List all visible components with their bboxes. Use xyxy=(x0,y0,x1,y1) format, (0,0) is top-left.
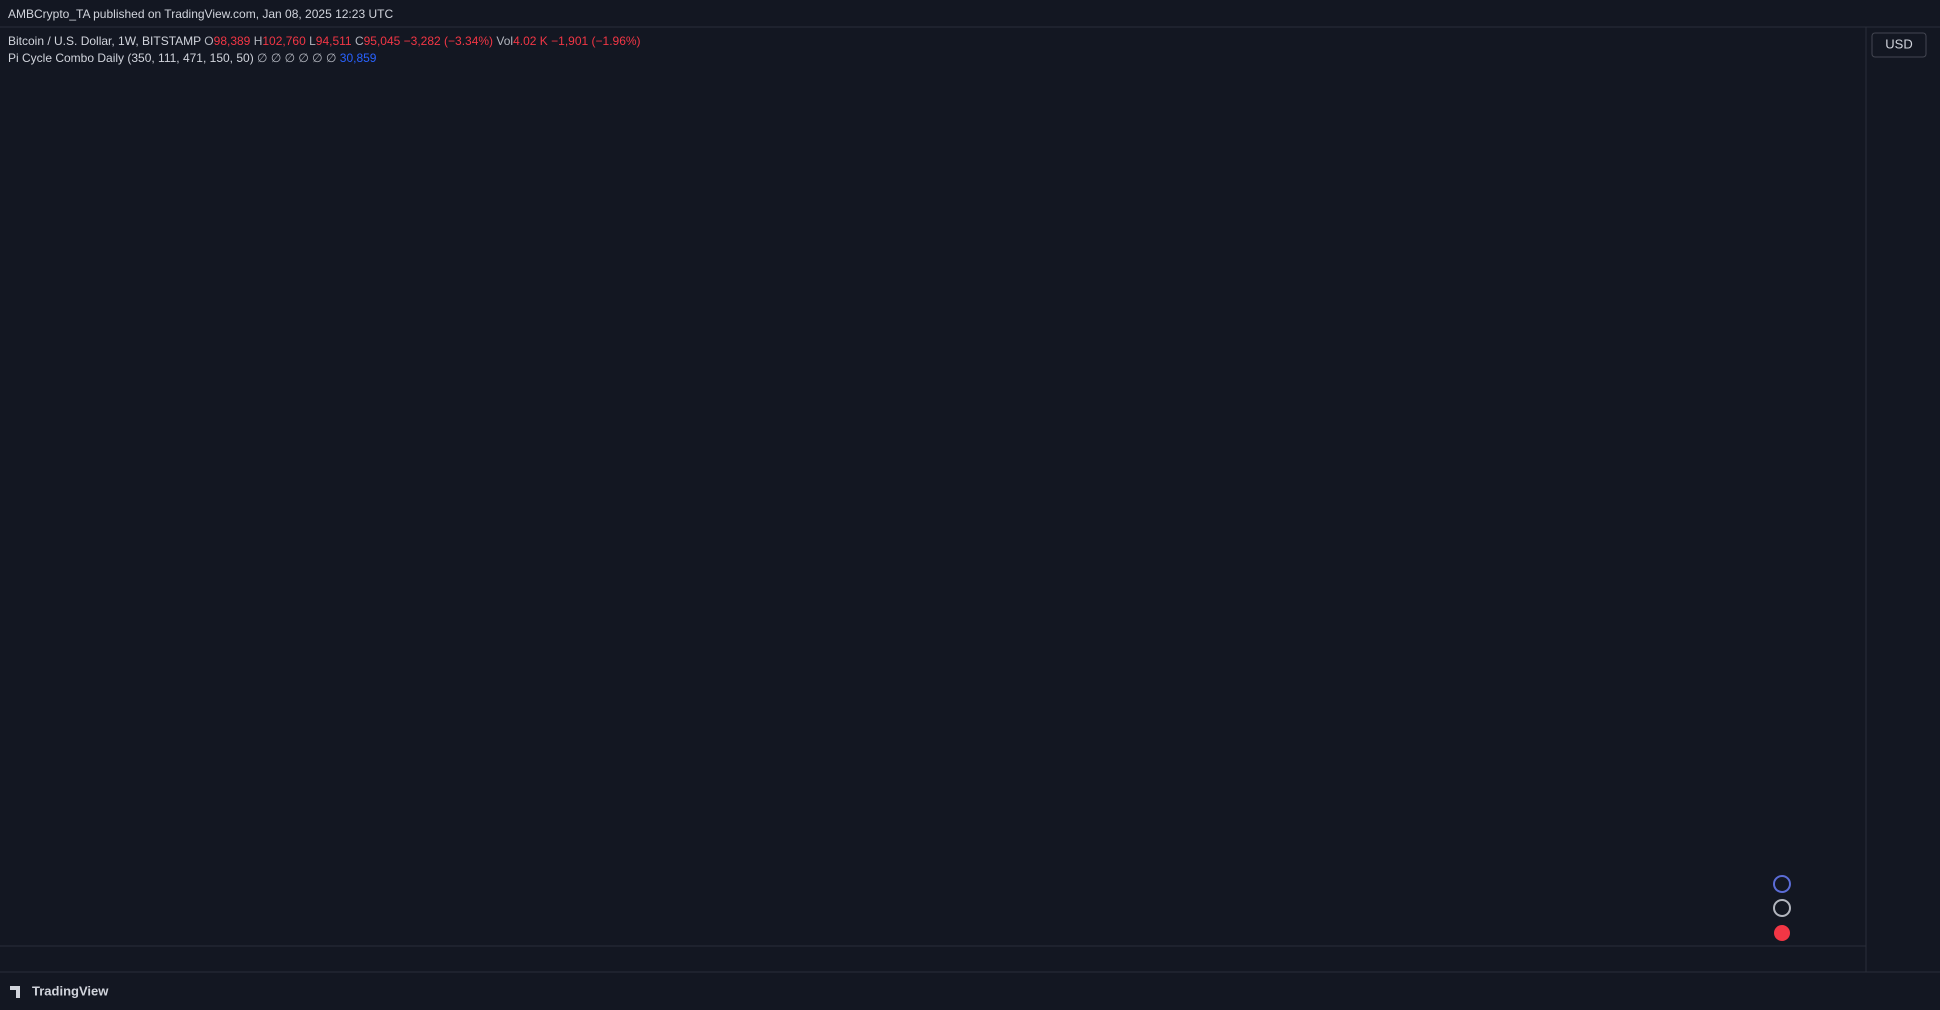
brand: TradingView xyxy=(32,983,109,998)
ohlc-key: H xyxy=(253,34,263,48)
ohlc-value: 94,511 xyxy=(315,34,352,48)
published: AMBCrypto_TA published on TradingView.co… xyxy=(8,7,394,21)
icon[interactable] xyxy=(1773,899,1791,917)
icon[interactable] xyxy=(1774,925,1790,941)
vol-label: Vol xyxy=(496,34,514,48)
indicator-values: ∅ ∅ ∅ ∅ ∅ ∅ xyxy=(257,51,337,65)
indicator: Pi Cycle Combo Daily (350, 111, 471, 150… xyxy=(8,51,254,65)
currency-box[interactable] xyxy=(1871,32,1927,58)
ohlc-value: 102,760 xyxy=(262,34,306,48)
legend-line: Bitcoin / U.S. Dollar, 1W, BITSTAMP O98,… xyxy=(8,34,641,48)
logo xyxy=(10,986,20,998)
indicator-line: Pi Cycle Combo Daily (350, 111, 471, 150… xyxy=(8,51,376,65)
symbol: Bitcoin / U.S. Dollar, 1W, BITSTAMP xyxy=(8,34,201,48)
ohlc-value: 95,045 xyxy=(363,34,401,48)
currency: USD xyxy=(1885,36,1912,51)
ohlc: O98,389 H102,760 L94,511 C95,045 xyxy=(204,34,403,48)
ohlc-key: C xyxy=(354,34,364,48)
indicator-last: 30,859 xyxy=(339,51,377,65)
top-bar xyxy=(0,0,1940,27)
ohlc-key: O xyxy=(204,34,214,48)
vol: 4.02 K xyxy=(513,34,548,48)
vol-change: −1,901 (−1.96%) xyxy=(551,34,641,48)
change: −3,282 (−3.34%) xyxy=(403,34,494,48)
ohlc-value: 98,389 xyxy=(213,34,251,48)
ohlc-key: L xyxy=(309,34,316,48)
icon[interactable] xyxy=(1773,875,1791,893)
